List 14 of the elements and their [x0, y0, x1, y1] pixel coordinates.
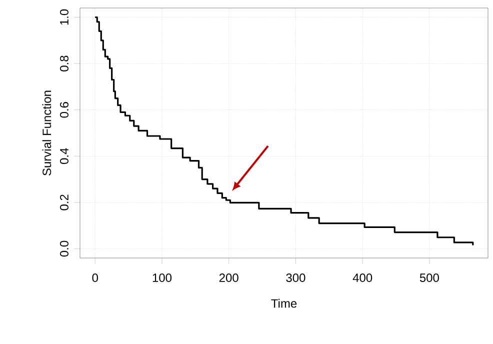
y-tick-label: 0.6	[60, 102, 68, 118]
y-tick-label: 0.2	[60, 194, 68, 210]
x-tick-label: 0	[92, 274, 98, 282]
x-tick-label: 400	[352, 274, 372, 282]
x-axis-title: Time	[271, 298, 297, 308]
y-tick-label: 0.4	[60, 148, 68, 164]
x-tick-label: 200	[219, 274, 238, 282]
x-tick-label: 500	[420, 274, 439, 282]
x-tick-label: 300	[286, 274, 306, 282]
y-axis-title: Survial Function	[42, 90, 52, 176]
y-tick-label: 0.8	[60, 56, 68, 72]
y-tick-label: 1.0	[60, 9, 68, 25]
x-tick-label: 100	[152, 274, 172, 282]
y-tick-label: 0.0	[60, 240, 68, 257]
